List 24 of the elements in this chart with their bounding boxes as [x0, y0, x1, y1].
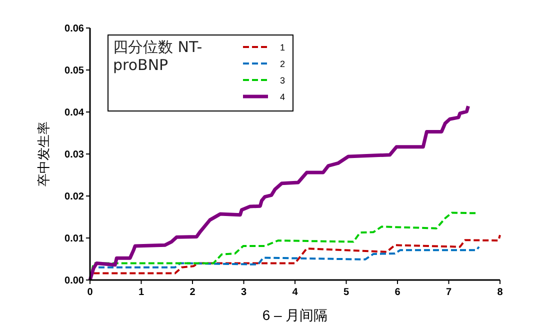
x-tick-label: 8 — [497, 287, 504, 298]
x-tick-label: 2 — [190, 287, 196, 298]
legend-title: 四分位数 NT-proBNP — [113, 38, 204, 74]
x-tick-label: 4 — [292, 287, 298, 298]
legend-label: 3 — [280, 76, 286, 86]
x-tick-label: 7 — [446, 287, 452, 298]
legend-label: 1 — [280, 42, 286, 52]
line-series — [88, 104, 470, 282]
x-tick-label: 3 — [240, 287, 247, 298]
x-tick-label: 0 — [87, 287, 94, 298]
y-tick-label: 0.06 — [64, 24, 84, 34]
y-tick-label: 0.00 — [64, 276, 84, 286]
y-tick-label: 0.05 — [64, 66, 84, 76]
y-axis-title: 卒中发生率 — [36, 122, 51, 186]
legend-label: 4 — [280, 92, 286, 102]
y-tick-label: 0.02 — [64, 192, 84, 202]
legend-label: 2 — [280, 59, 286, 69]
y-tick-label: 0.01 — [64, 234, 84, 244]
x-tick-label: 6 — [394, 287, 401, 298]
x-tick-label: 1 — [138, 287, 144, 298]
x-tick-label: 5 — [343, 287, 350, 298]
x-axis-title: 6 – 月间隔 — [262, 307, 328, 323]
y-tick-label: 0.03 — [64, 150, 84, 160]
y-tick-label: 0.04 — [64, 108, 84, 118]
